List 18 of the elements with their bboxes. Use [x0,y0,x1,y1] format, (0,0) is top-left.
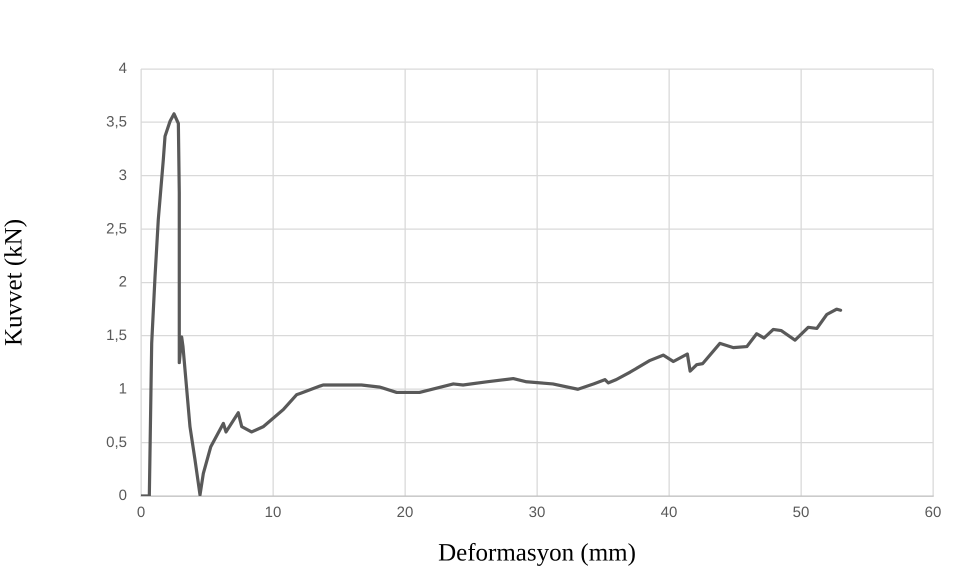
x-axis-title: Deformasyon (mm) [438,540,636,567]
x-tick-label: 60 [924,504,942,522]
y-tick-label: 3 [118,166,127,184]
y-tick-label: 1 [118,380,127,398]
x-tick-label: 40 [660,504,678,522]
y-tick-label: 0,5 [106,434,127,451]
x-tick-label: 20 [396,504,414,522]
y-tick-label: 0 [118,487,127,504]
y-tick-label: 3,5 [106,114,127,131]
y-axis-title: Kuvvet (kN) [0,218,28,346]
x-tick-label: 50 [792,504,810,522]
y-tick-label: 4 [118,60,127,78]
y-tick-label: 2 [118,274,127,291]
y-tick-label: 1,5 [106,327,127,344]
x-tick-label: 30 [528,504,546,522]
y-tick-label: 2,5 [106,220,127,238]
x-tick-label: 10 [264,504,282,522]
x-tick-label: 0 [136,504,146,522]
